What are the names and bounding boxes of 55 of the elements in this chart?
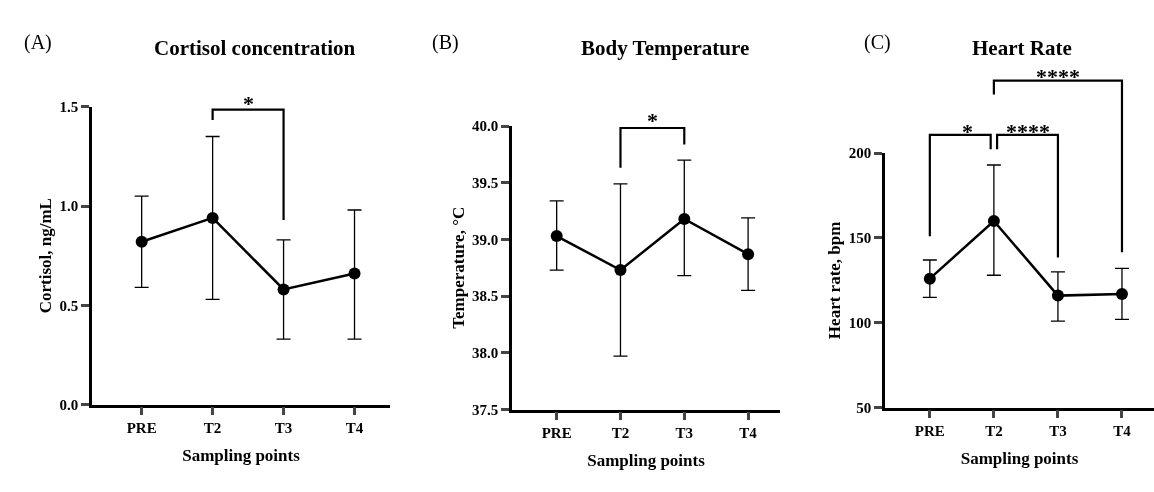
x-tick-label: T4 (345, 420, 364, 437)
x-tick-label: T2 (611, 425, 630, 442)
y-tick-label: 0.5 (59, 297, 79, 314)
text: **** (1006, 119, 1050, 144)
y-tick-label: 1.5 (59, 98, 79, 115)
y-tick-label: 100 (848, 315, 872, 331)
x-tick-label: T3 (675, 425, 694, 442)
y-tick-label: 40.0 (472, 118, 499, 135)
x-tick-label: T2 (203, 420, 222, 437)
x-tick-label: T3 (1049, 423, 1067, 440)
point (135, 235, 148, 248)
annotation: * (647, 108, 658, 133)
y-tick-label: 37.5 (472, 401, 499, 418)
y-axis-title: Heart rate, bpm (825, 221, 845, 340)
y-tick-label: 38.5 (472, 288, 499, 305)
y-tick-label: 1.0 (59, 198, 79, 215)
point (550, 230, 563, 243)
y-axis-title: Cortisol, ng/mL (36, 198, 56, 314)
y-tick-label: 50 (856, 399, 872, 416)
x-tick-label: T3 (274, 420, 293, 437)
chart-title: Heart Rate (972, 36, 1072, 60)
x-tick-label: T4 (1113, 423, 1132, 440)
x-tick-label: PRE (914, 423, 945, 440)
y-tick-label: 39.5 (472, 174, 499, 191)
y-tick-label: 0.0 (59, 396, 79, 413)
point (206, 211, 219, 224)
text: * (962, 119, 973, 144)
x-tick-label: PRE (126, 420, 157, 437)
point (614, 264, 627, 277)
point (923, 272, 936, 285)
point (987, 214, 1000, 227)
text: (C) (864, 31, 891, 54)
y-tick-label: 38.0 (472, 345, 499, 362)
x-axis-title: Sampling points (182, 445, 301, 465)
chart-title: Body Temperature (581, 36, 750, 60)
text: (B) (432, 31, 459, 54)
point (348, 267, 361, 280)
x-tick-label: PRE (541, 425, 572, 442)
point (277, 283, 290, 296)
point (678, 213, 691, 226)
x-tick-label: T4 (739, 425, 758, 442)
x-tick-label: T2 (985, 423, 1003, 440)
y-tick-label: 150 (848, 230, 872, 247)
point (742, 248, 755, 261)
point (1115, 287, 1128, 300)
x-axis-title: Sampling points (587, 450, 706, 470)
y-tick-label: 200 (848, 145, 872, 162)
y-tick-label: 39.0 (472, 231, 499, 248)
annotation: * (243, 91, 254, 116)
text: **** (1036, 64, 1080, 89)
text: (A) (24, 31, 52, 54)
point (1051, 289, 1064, 302)
chart-title: Cortisol concentration (154, 36, 356, 60)
x-axis-title: Sampling points (960, 448, 1079, 468)
y-axis-title: Temperature, °C (448, 206, 468, 329)
